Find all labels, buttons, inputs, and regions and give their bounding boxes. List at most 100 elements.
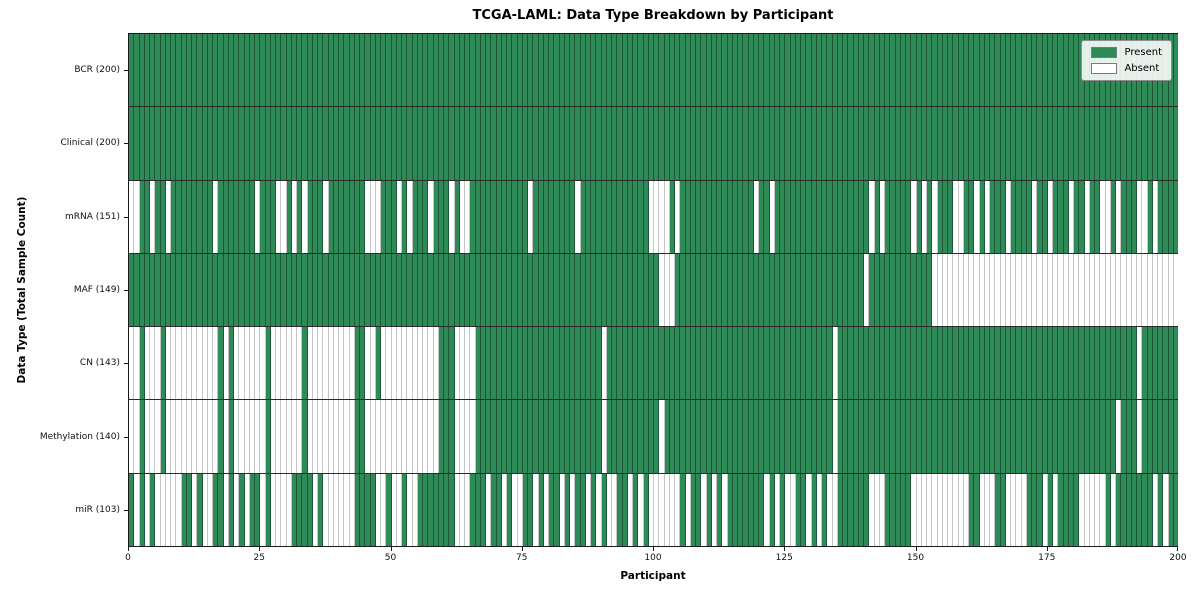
heatmap-cell <box>685 473 691 546</box>
heatmap-cell <box>202 34 208 107</box>
heatmap-cell <box>638 34 644 107</box>
heatmap-cell <box>381 253 387 327</box>
heatmap-cell <box>727 253 733 327</box>
heatmap-cell <box>680 327 686 400</box>
y-tick-label-cn: CN (143) <box>79 358 120 369</box>
heatmap-cell <box>202 180 208 253</box>
heatmap-cell <box>648 180 654 253</box>
heatmap-cell <box>748 327 754 400</box>
heatmap-cell <box>1158 253 1164 327</box>
heatmap-cell <box>228 180 234 253</box>
heatmap-cell <box>1095 473 1101 546</box>
heatmap-cell <box>680 180 686 253</box>
heatmap-cell <box>244 253 250 327</box>
heatmap-cell <box>869 400 875 473</box>
heatmap-cell <box>554 400 560 473</box>
heatmap-cell <box>249 107 255 180</box>
heatmap-cell <box>197 327 203 400</box>
heatmap-cell <box>517 400 523 473</box>
heatmap-cell <box>239 473 245 546</box>
heatmap-cell <box>470 180 476 253</box>
heatmap-cell <box>134 327 140 400</box>
heatmap-cell <box>837 34 843 107</box>
x-tick-mark <box>784 547 785 551</box>
heatmap-cell <box>1173 253 1178 327</box>
heatmap-cell <box>591 34 597 107</box>
heatmap-cell <box>134 253 140 327</box>
heatmap-cell <box>496 180 502 253</box>
heatmap-cell <box>549 400 555 473</box>
heatmap-cell <box>575 253 581 327</box>
heatmap-cell <box>990 107 996 180</box>
heatmap-cell <box>585 400 591 473</box>
heatmap-cell <box>617 253 623 327</box>
heatmap-cell <box>465 327 471 400</box>
heatmap-cell <box>696 180 702 253</box>
heatmap-cell <box>806 253 812 327</box>
heatmap-cell <box>370 253 376 327</box>
heatmap-cell <box>1063 473 1069 546</box>
heatmap-cell <box>255 253 261 327</box>
heatmap-cell <box>906 473 912 546</box>
heatmap-cell <box>1105 253 1111 327</box>
heatmap-cell <box>864 34 870 107</box>
heatmap-cell <box>612 34 618 107</box>
heatmap-cell <box>711 473 717 546</box>
heatmap-cell <box>370 327 376 400</box>
heatmap-cell <box>1042 107 1048 180</box>
heatmap-cell <box>822 34 828 107</box>
heatmap-cell <box>1126 400 1132 473</box>
heatmap-cell <box>360 180 366 253</box>
heatmap-cell <box>633 107 639 180</box>
heatmap-cell <box>155 107 161 180</box>
heatmap-cell <box>990 253 996 327</box>
heatmap-cell <box>696 107 702 180</box>
heatmap-cell <box>249 34 255 107</box>
heatmap-cell <box>806 34 812 107</box>
heatmap-cell <box>1074 107 1080 180</box>
heatmap-cell <box>1016 180 1022 253</box>
heatmap-cell <box>129 327 135 400</box>
heatmap-cell <box>139 253 145 327</box>
heatmap-cell <box>633 473 639 546</box>
heatmap-cell <box>696 473 702 546</box>
heatmap-cell <box>1000 327 1006 400</box>
heatmap-cell <box>281 327 287 400</box>
heatmap-cell <box>927 34 933 107</box>
heatmap-cell <box>864 473 870 546</box>
heatmap-cell <box>291 473 297 546</box>
heatmap-cell <box>732 34 738 107</box>
heatmap-cell <box>790 327 796 400</box>
heatmap-cell <box>1011 327 1017 400</box>
heatmap-cell <box>318 400 324 473</box>
heatmap-cell <box>748 180 754 253</box>
heatmap-cell <box>375 107 381 180</box>
heatmap-cell <box>738 327 744 400</box>
heatmap-cell <box>585 34 591 107</box>
heatmap-cell <box>270 253 276 327</box>
heatmap-cell <box>748 34 754 107</box>
heatmap-cell <box>1100 180 1106 253</box>
heatmap-cell <box>858 180 864 253</box>
heatmap-cell <box>748 400 754 473</box>
heatmap-cell <box>255 34 261 107</box>
heatmap-cell <box>1074 180 1080 253</box>
heatmap-cell <box>801 253 807 327</box>
heatmap-cell <box>365 107 371 180</box>
heatmap-cell <box>1042 180 1048 253</box>
heatmap-cell <box>391 34 397 107</box>
heatmap-cell <box>738 180 744 253</box>
heatmap-cell <box>323 34 329 107</box>
heatmap-cell <box>538 107 544 180</box>
y-tick-mark <box>124 363 128 364</box>
heatmap-cell <box>848 253 854 327</box>
heatmap-cell <box>575 180 581 253</box>
heatmap-cell <box>1047 253 1053 327</box>
heatmap-cell <box>612 473 618 546</box>
heatmap-cell <box>585 253 591 327</box>
heatmap-cell <box>144 473 150 546</box>
heatmap-cell <box>680 107 686 180</box>
heatmap-cell <box>354 34 360 107</box>
heatmap-cell <box>486 327 492 400</box>
heatmap-cell <box>1047 180 1053 253</box>
